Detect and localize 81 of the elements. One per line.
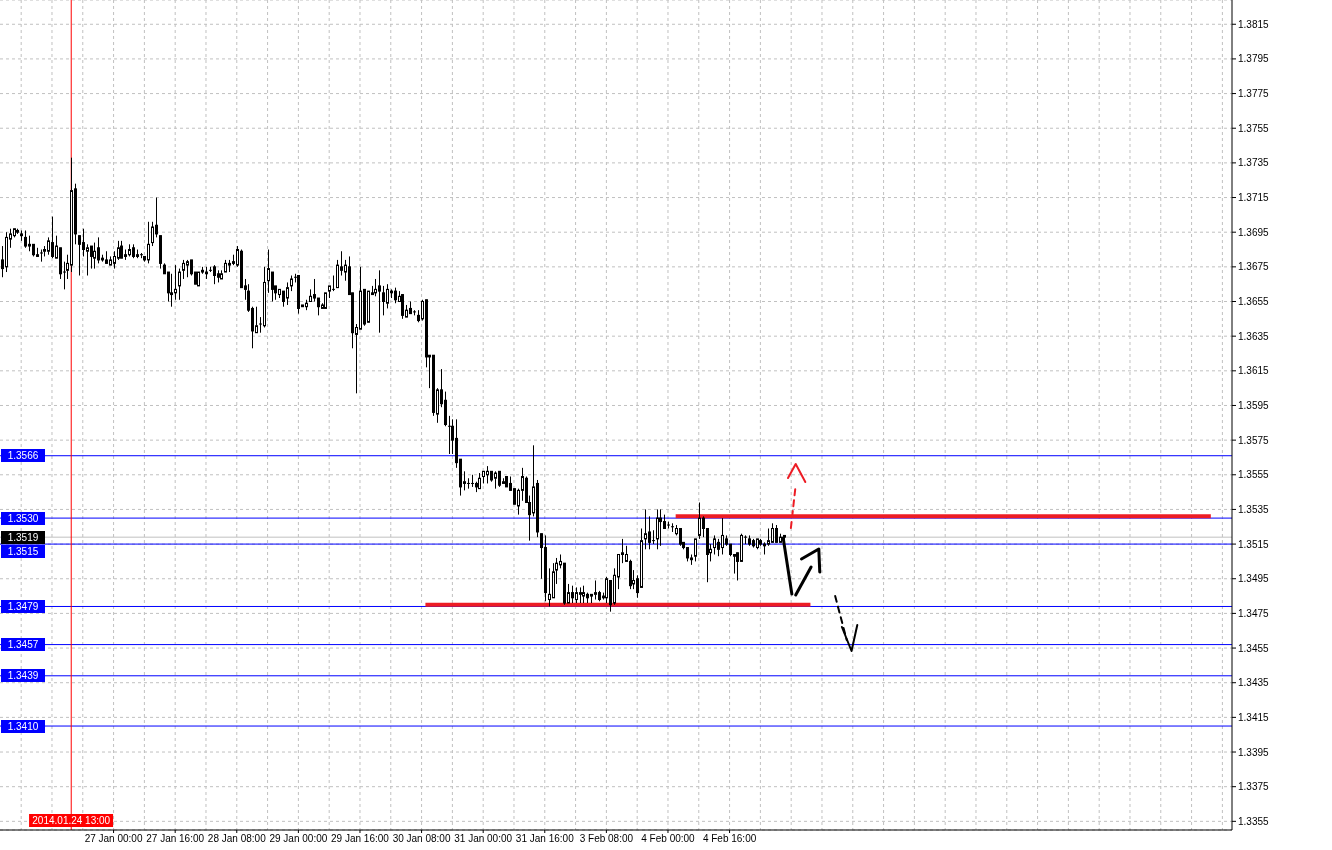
- y-tick-label: 1.3515: [1238, 538, 1270, 550]
- candlestick: [213, 264, 216, 285]
- y-tick-label: 1.3495: [1238, 573, 1270, 585]
- candlestick: [713, 534, 716, 555]
- candlestick: [178, 268, 181, 301]
- y-tick-label: 1.3395: [1238, 746, 1270, 758]
- y-tick-label: 1.3475: [1238, 607, 1270, 619]
- candlestick: [51, 216, 54, 259]
- y-tick-label: 1.3655: [1238, 296, 1270, 308]
- candlestick: [286, 281, 289, 306]
- y-tick-label: 1.3795: [1238, 53, 1270, 65]
- candlestick: [378, 269, 381, 334]
- y-tick-label: 1.3415: [1238, 711, 1270, 723]
- candlestick: [656, 508, 659, 550]
- candlestick: [651, 529, 656, 545]
- candlestick: [78, 235, 81, 277]
- candlestick: [644, 508, 647, 550]
- x-tick-label: 31 Jan 00:00: [454, 833, 513, 845]
- ref-line-label: 1.3457: [1, 638, 45, 652]
- candlestick: [382, 285, 385, 316]
- candlestick: [386, 283, 389, 309]
- candlestick: [648, 515, 651, 550]
- x-tick-label: 28 Jan 08:00: [207, 833, 267, 845]
- y-tick-label: 1.3735: [1238, 157, 1270, 169]
- ref-line-label: 1.3515: [1, 544, 45, 558]
- y-tick-label: 1.3775: [1238, 88, 1270, 100]
- candlestick: [659, 508, 662, 547]
- x-tick-label: 29 Jan 00:00: [269, 833, 328, 845]
- y-tick-label: 1.3635: [1238, 330, 1270, 342]
- candlestick: [466, 477, 471, 490]
- candlestick: [694, 538, 697, 562]
- candlestick: [470, 474, 475, 488]
- candlestick: [401, 294, 404, 320]
- y-tick-label: 1.3615: [1238, 365, 1270, 377]
- x-tick-label: 31 Jan 16:00: [515, 833, 575, 845]
- candlestick: [82, 228, 85, 257]
- x-tick-label: 4 Feb 16:00: [702, 833, 757, 845]
- y-tick-label: 1.3535: [1238, 503, 1270, 515]
- candlestick: [548, 567, 551, 607]
- candlestick: [90, 245, 93, 270]
- x-tick-label: 30 Jan 08:00: [392, 833, 451, 845]
- x-tick-label: 3 Feb 08:00: [579, 833, 634, 845]
- candlestick: [336, 259, 339, 289]
- candlestick: [721, 517, 724, 555]
- candlestick: [771, 522, 774, 543]
- y-tick-label: 1.3455: [1238, 642, 1270, 654]
- x-tick-label: 27 Jan 00:00: [84, 833, 143, 845]
- x-tick-label: 27 Jan 16:00: [146, 833, 205, 845]
- candlestick: [170, 273, 173, 308]
- ref-line-label: 1.3566: [1, 449, 45, 463]
- candlestick: [267, 249, 270, 294]
- y-tick-label: 1.3675: [1238, 261, 1270, 273]
- candlestick: [97, 236, 100, 264]
- candlestick: [147, 221, 150, 264]
- y-tick-label: 1.3695: [1238, 226, 1270, 238]
- candlestick: [86, 243, 89, 277]
- y-tick-label: 1.3575: [1238, 434, 1270, 446]
- candlestick: [447, 415, 452, 455]
- x-tick-label: 29 Jan 16:00: [331, 833, 390, 845]
- y-tick-label: 1.3595: [1238, 400, 1270, 412]
- ref-line-label: 1.3439: [1, 669, 45, 683]
- x-tick-label: 2014.01.24 13:00: [29, 814, 114, 827]
- candlestick: [255, 306, 258, 334]
- candlestick: [594, 579, 597, 601]
- ref-line-label: 1.3530: [1, 511, 45, 525]
- y-tick-label: 1.3815: [1238, 18, 1270, 30]
- y-tick-label: 1.3715: [1238, 192, 1270, 204]
- candlestick: [182, 259, 185, 280]
- ref-line-label: 1.3519: [1, 530, 45, 544]
- candlestick: [151, 221, 154, 247]
- ref-line-label: 1.3479: [1, 599, 45, 613]
- candlestick: [698, 502, 701, 540]
- y-tick-label: 1.3375: [1238, 781, 1270, 793]
- x-tick-label: 4 Feb 00:00: [641, 833, 696, 845]
- y-tick-label: 1.3555: [1238, 469, 1270, 481]
- candlestick: [174, 264, 177, 301]
- ref-line-label: 1.3410: [1, 719, 45, 733]
- y-tick-label: 1.3355: [1238, 815, 1270, 827]
- y-tick-label: 1.3435: [1238, 677, 1270, 689]
- y-tick-label: 1.3755: [1238, 122, 1270, 134]
- candlestick: [93, 242, 96, 270]
